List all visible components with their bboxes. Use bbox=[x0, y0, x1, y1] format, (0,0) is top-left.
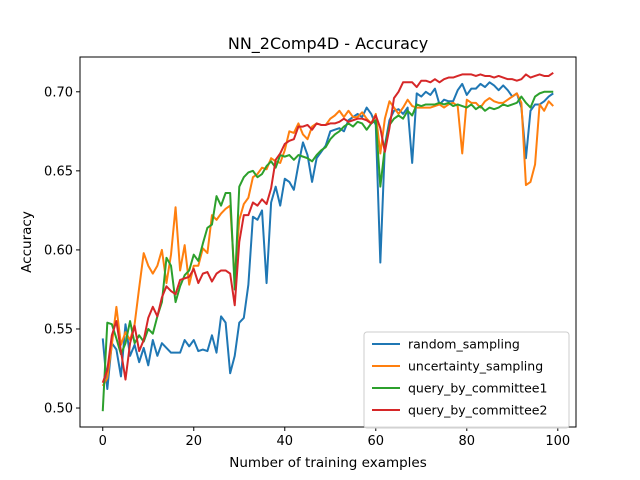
x-tick-label: 100 bbox=[545, 434, 570, 449]
legend-item: uncertainty_sampling bbox=[372, 359, 543, 374]
y-tick-label: 0.55 bbox=[44, 322, 73, 337]
series-line-random-sampling bbox=[101, 81, 554, 391]
series-line-query-by-committee1 bbox=[101, 90, 554, 412]
legend-label: query_by_committee1 bbox=[408, 381, 547, 396]
legend-label: random_sampling bbox=[408, 337, 520, 352]
series-line-uncertainty-sampling bbox=[101, 92, 554, 387]
chart-title: NN_2Comp4D - Accuracy bbox=[228, 34, 428, 54]
legend-label: query_by_committee2 bbox=[408, 403, 547, 418]
legend-item: query_by_committee1 bbox=[372, 381, 547, 396]
x-tick-label: 60 bbox=[368, 434, 385, 449]
y-tick-label: 0.70 bbox=[44, 85, 73, 100]
x-tick-label: 80 bbox=[459, 434, 476, 449]
x-tick-label: 40 bbox=[276, 434, 293, 449]
series-layer bbox=[101, 71, 554, 412]
legend-label: uncertainty_sampling bbox=[408, 359, 543, 374]
plot-frame bbox=[79, 56, 577, 428]
y-tick-label: 0.50 bbox=[44, 402, 73, 417]
legend-item: query_by_committee2 bbox=[372, 403, 547, 418]
legend: random_sampling uncertainty_samplingquery… bbox=[363, 331, 570, 429]
x-tick-label: 20 bbox=[185, 434, 202, 449]
y-tick-label: 0.60 bbox=[44, 243, 73, 258]
y-axis-label: Accuracy bbox=[19, 211, 35, 273]
legend-box bbox=[363, 331, 570, 429]
x-tick-label: 0 bbox=[99, 434, 107, 449]
x-axis-label: Number of training examples bbox=[229, 455, 427, 471]
x-axis-ticks: 0 20 40 60 80 100 bbox=[99, 427, 570, 449]
y-tick-label: 0.65 bbox=[44, 164, 73, 179]
y-axis-ticks: 0.50 0.55 0.60 0.65 0.70 bbox=[44, 85, 80, 417]
series-line-query-by-committee2 bbox=[101, 71, 554, 384]
legend-item: random_sampling bbox=[372, 337, 520, 352]
